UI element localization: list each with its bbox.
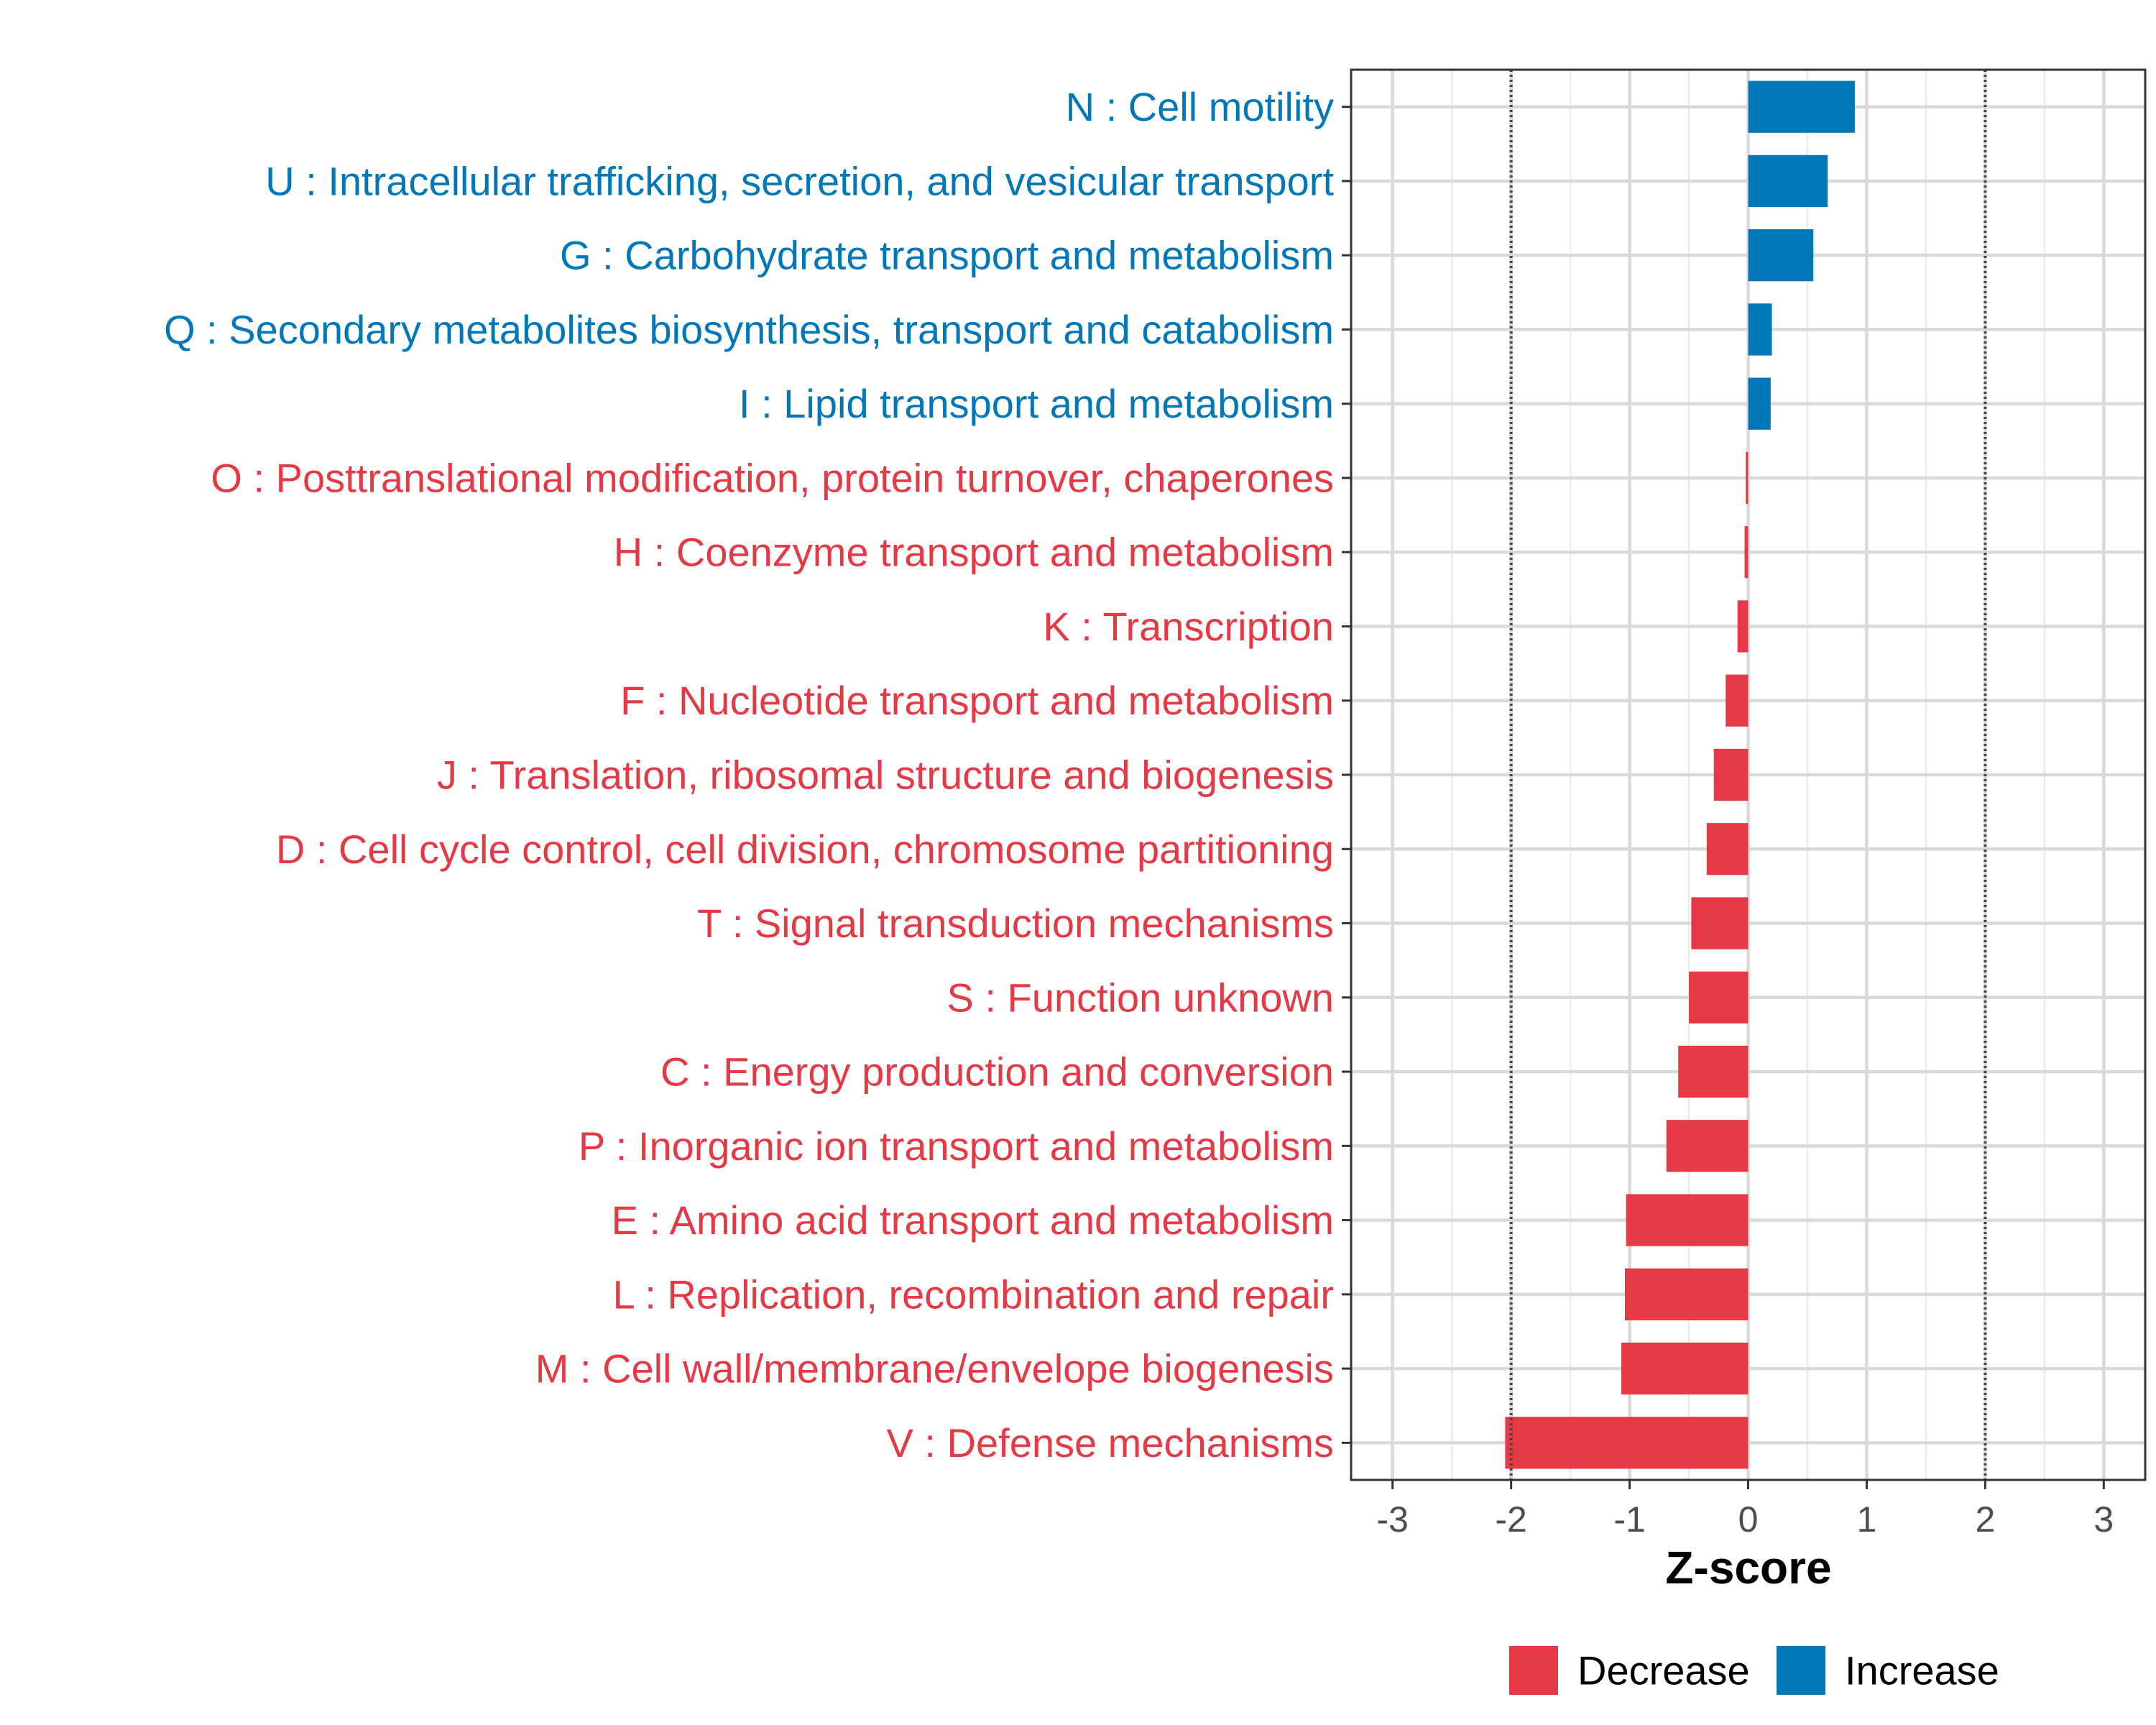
bar [1621,1342,1749,1395]
category-label: S : Function unknown [946,975,1334,1020]
category-label: K : Transcription [1043,604,1334,649]
bar [1746,451,1749,505]
x-axis-labels: -3 -2 -1 0 1 2 3 [1376,1499,2114,1540]
legend-label: Decrease [1577,1648,1750,1693]
y-axis-labels: N : Cell motility U : Intracellular traff… [164,84,1334,1466]
category-label: N : Cell motility [1066,84,1334,129]
y-axis-ticks [1342,106,1351,1444]
bar [1748,377,1771,430]
category-label: G : Carbohydrate transport and metabolis… [560,233,1334,278]
bar [1678,1045,1749,1098]
x-tick-label: -2 [1495,1499,1526,1540]
category-label: T : Signal transduction mechanisms [697,901,1334,946]
reference-lines [1509,70,1987,1480]
x-tick-label: 1 [1857,1499,1877,1540]
bar [1744,526,1749,579]
bar [1666,1120,1749,1172]
category-label: I : Lipid transport and metabolism [739,381,1334,426]
bar [1713,748,1749,801]
category-label: P : Inorganic ion transport and metaboli… [579,1123,1334,1169]
category-label: L : Replication, recombination and repai… [613,1271,1334,1317]
x-tick-label: 2 [1975,1499,1995,1540]
category-label: J : Translation, ribosomal structure and… [437,753,1334,798]
bar [1748,80,1855,133]
bar [1748,229,1814,282]
category-label: M : Cell wall/membrane/envelope biogenes… [535,1346,1334,1392]
x-axis-title: Z-score [1665,1542,1831,1593]
bar [1689,971,1749,1024]
bar [1737,600,1749,653]
bar [1624,1268,1749,1320]
bar [1691,897,1749,949]
category-label: H : Coenzyme transport and metabolism [614,530,1334,575]
bars [1505,80,1855,1469]
bar [1505,1417,1749,1469]
bar [1626,1194,1749,1246]
x-tick-label: -1 [1613,1499,1645,1540]
bar [1748,155,1828,208]
category-label: Q : Secondary metabolites biosynthesis, … [164,307,1334,352]
x-axis-ticks [1391,1480,2105,1489]
category-label: V : Defense mechanisms [887,1420,1334,1466]
category-label: C : Energy production and conversion [660,1049,1334,1095]
legend-key [1509,1646,1558,1695]
legend: Decrease Increase [1509,1646,1999,1695]
category-label: O : Posttranslational modification, prot… [211,455,1334,500]
bar [1748,303,1772,356]
category-label: U : Intracellular trafficking, secretion… [265,158,1334,203]
category-label: D : Cell cycle control, cell division, c… [276,827,1334,872]
category-label: E : Amino acid transport and metabolism [612,1197,1334,1243]
x-tick-label: 3 [2093,1499,2114,1540]
x-tick-label: -3 [1376,1499,1408,1540]
category-label: F : Nucleotide transport and metabolism [620,678,1334,723]
bar [1706,823,1749,875]
legend-label: Increase [1845,1648,1999,1693]
legend-key [1777,1646,1825,1695]
x-tick-label: 0 [1738,1499,1759,1540]
bar [1726,674,1749,727]
